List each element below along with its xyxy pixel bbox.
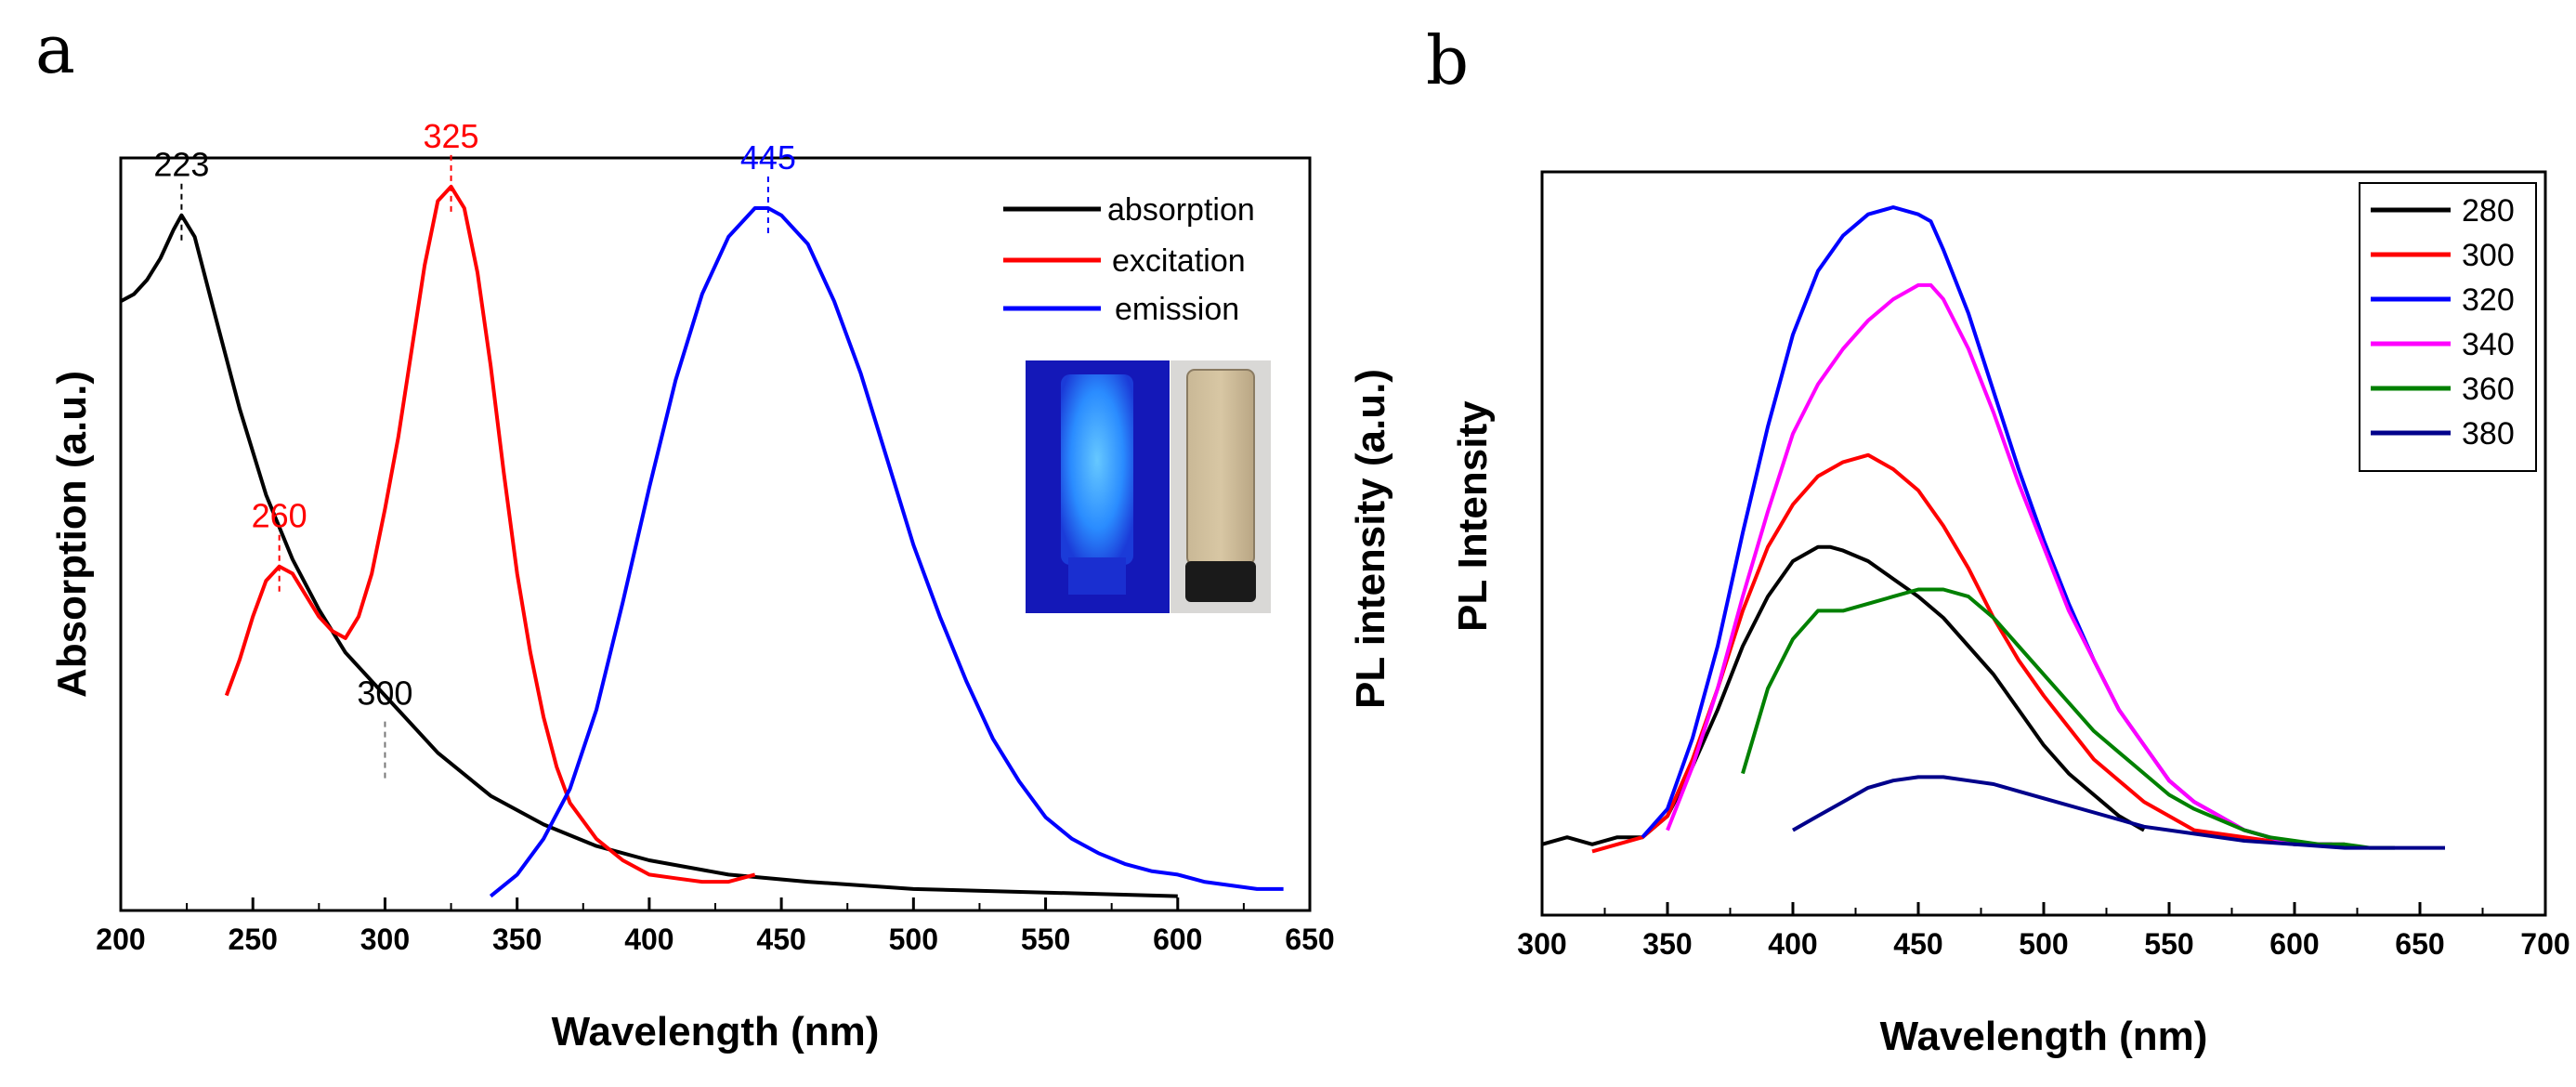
x-tick-label: 450: [756, 923, 805, 956]
panel-a-label: a: [35, 10, 75, 88]
x-tick-label: 400: [624, 923, 673, 956]
chart-b: 300 350 400 450 500 550 600 650 700 Wavelength (…: [1348, 170, 2570, 1059]
series-300-line: [1591, 452, 2333, 854]
x-tick-label: 600: [2269, 927, 2319, 961]
x-tick-label: 650: [2395, 927, 2444, 961]
series-380-line: [1792, 775, 2445, 850]
x-tick-label: 400: [1768, 927, 1817, 961]
chart-b-plot-area: [1541, 205, 2445, 854]
annotation-label: 300: [357, 674, 412, 713]
inset-daylight-vial: [1186, 369, 1255, 566]
x-tick-label: 250: [229, 923, 278, 956]
legend-380-label: 380: [2462, 416, 2515, 452]
legend-emission-label: emission: [1115, 292, 1239, 327]
x-tick-label: 550: [2144, 927, 2193, 961]
legend-absorption-label: absorption: [1107, 192, 1255, 228]
chart-a-legend: absorption excitation emission: [1003, 192, 1255, 327]
vial-photo-icon: [1026, 360, 1271, 613]
series-excitation-line: [224, 184, 756, 884]
series-emission-line: [489, 206, 1284, 898]
chart-b-legend: 280 300 320 340 360 380: [2359, 182, 2537, 472]
x-tick-label: 300: [1517, 927, 1566, 961]
x-tick-label: 200: [96, 923, 145, 956]
chart-b-legend-box: [2359, 182, 2537, 472]
legend-320-label: 320: [2462, 282, 2515, 318]
series-360-line: [1741, 587, 2395, 850]
chart-a: 200 250 300 350 400 450 500 550 600 650 223 325 445…: [49, 117, 1335, 1054]
chart-a-x-axis: 200 250 300 350 400 450 500 550 600 650: [96, 897, 1335, 956]
x-tick-label: 650: [1285, 923, 1334, 956]
chart-a-annotations: 223 325 445 260 300: [153, 117, 796, 781]
legend-280-label: 280: [2462, 193, 2515, 229]
chart-b-x-axis: 300 350 400 450 500 550 600 650 700: [1517, 902, 2570, 961]
legend-300-label: 300: [2462, 238, 2515, 273]
x-tick-label: 550: [1021, 923, 1070, 956]
chart-b-x-axis-title: Wavelength (nm): [1880, 1014, 2208, 1059]
panel-b-label: b: [1426, 21, 1469, 99]
chart-b-y-axis-title: PL intensity (a.u.): [1348, 369, 1393, 709]
series-340-line: [1666, 282, 2345, 846]
chart-b-y-axis-title-overlap: PL Intensity: [1450, 400, 1496, 632]
chart-a-plot-area: [120, 184, 1284, 898]
legend-340-label: 340: [2462, 327, 2515, 362]
chart-a-y-axis-title: Absorption (a.u.): [49, 371, 95, 698]
x-tick-label: 500: [2019, 927, 2068, 961]
x-tick-label: 350: [492, 923, 542, 956]
inset-uv-vial: [1061, 374, 1133, 565]
x-tick-label: 350: [1642, 927, 1692, 961]
x-tick-label: 500: [889, 923, 938, 956]
series-320-line: [1641, 205, 2333, 846]
x-tick-label: 450: [1893, 927, 1942, 961]
inset-uv-vial-base: [1068, 557, 1126, 595]
legend-360-label: 360: [2462, 372, 2515, 407]
x-tick-label: 700: [2520, 927, 2569, 961]
annotation-label: 445: [740, 138, 796, 177]
x-tick-label: 300: [360, 923, 410, 956]
chart-a-x-axis-title: Wavelength (nm): [552, 1009, 880, 1054]
annotation-label: 223: [153, 146, 209, 184]
annotation-label: 325: [424, 117, 479, 155]
x-tick-label: 600: [1153, 923, 1202, 956]
inset-daylight-vial-cap: [1185, 561, 1256, 602]
annotation-label: 260: [252, 497, 307, 535]
legend-excitation-label: excitation: [1112, 243, 1246, 279]
